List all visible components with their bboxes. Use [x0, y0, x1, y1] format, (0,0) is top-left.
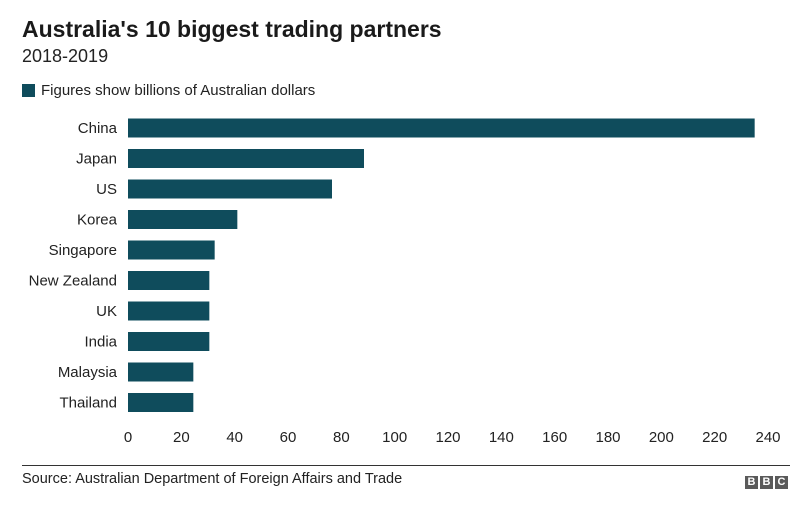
x-tick-label: 200: [649, 429, 674, 446]
bar: [128, 118, 755, 138]
chart-subtitle: 2018-2019: [22, 46, 109, 66]
chart-legend: Figures show billions of Australian doll…: [22, 82, 315, 99]
category-label: US: [96, 181, 117, 198]
category-label: UK: [96, 303, 117, 320]
category-label: India: [84, 334, 117, 351]
bar: [128, 332, 210, 351]
x-tick-label: 20: [173, 429, 190, 446]
category-label: China: [78, 120, 118, 137]
category-label: New Zealand: [29, 273, 117, 290]
x-tick-label: 240: [755, 429, 780, 446]
bar: [128, 362, 194, 382]
legend-swatch: [22, 84, 35, 97]
x-tick-label: 60: [280, 429, 297, 446]
x-tick-label: 220: [702, 429, 727, 446]
legend-label: Figures show billions of Australian doll…: [41, 82, 316, 99]
bbc-logo: B B C: [745, 476, 788, 489]
bbc-logo-letter: B: [760, 476, 773, 489]
category-label: Korea: [77, 212, 118, 229]
footer-divider: [22, 465, 790, 466]
bbc-logo-letter: B: [745, 476, 758, 489]
x-tick-label: 160: [542, 429, 567, 446]
x-tick-label: 80: [333, 429, 350, 446]
bar: [128, 149, 364, 168]
bar: [128, 301, 210, 321]
bar: [128, 179, 332, 199]
x-tick-label: 100: [382, 429, 407, 446]
source-note: Source: Australian Department of Foreign…: [22, 471, 403, 487]
chart-title: Australia's 10 biggest trading partners: [22, 16, 442, 42]
category-label: Singapore: [49, 242, 117, 259]
category-label: Japan: [76, 151, 117, 168]
bar: [128, 240, 215, 260]
category-label: Thailand: [59, 395, 117, 412]
x-tick-label: 180: [595, 429, 620, 446]
x-tick-label: 40: [226, 429, 243, 446]
bar: [128, 271, 210, 290]
x-tick-label: 140: [489, 429, 514, 446]
bar: [128, 393, 194, 412]
category-label: Malaysia: [58, 364, 118, 381]
x-tick-label: 120: [435, 429, 460, 446]
bbc-logo-letter: C: [775, 476, 788, 489]
bar: [128, 210, 238, 229]
x-tick-label: 0: [124, 429, 132, 446]
